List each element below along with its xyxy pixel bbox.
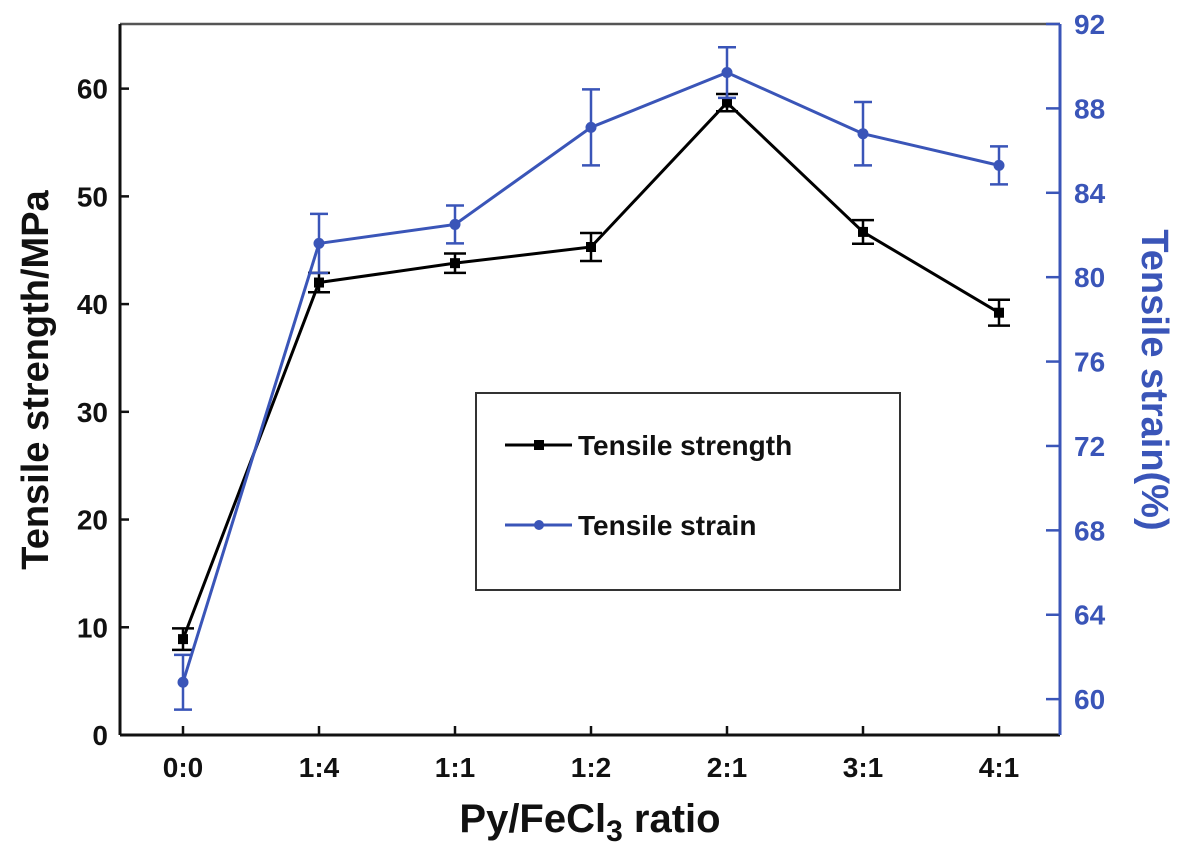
data-point: [993, 159, 1005, 171]
legend-box: [475, 392, 901, 591]
series-layer: [172, 45, 1010, 711]
x-axis-ticks: 0:0 1:4 1:1 1:2 2:1 3:1 4:1: [163, 726, 1019, 783]
legend-label-tensile-strength: Tensile strength: [578, 430, 792, 461]
data-point: [857, 128, 869, 140]
legend-marker: [534, 520, 544, 530]
x-axis-label: Py/FeCl3 ratio: [459, 797, 720, 848]
data-point: [178, 634, 188, 645]
right-tick-label: 92: [1074, 9, 1105, 40]
right-axis-ticks: 60 64 68 72 76 80 84 88 92: [1046, 9, 1106, 715]
data-point: [586, 241, 596, 252]
right-tick-label: 88: [1074, 93, 1105, 124]
data-point: [994, 307, 1004, 318]
left-tick-label: 60: [77, 74, 108, 105]
x-tick-label: 2:1: [707, 752, 747, 783]
data-point: [177, 676, 189, 688]
left-tick-label: 50: [77, 181, 108, 212]
left-tick-label: 40: [77, 289, 108, 320]
right-tick-label: 64: [1074, 600, 1106, 631]
right-tick-label: 84: [1074, 178, 1106, 209]
legend-label-tensile-strain: Tensile strain: [578, 510, 756, 541]
data-point: [858, 226, 868, 237]
right-tick-label: 72: [1074, 431, 1105, 462]
data-point: [314, 277, 324, 288]
left-tick-label: 10: [77, 612, 108, 643]
data-point: [313, 237, 325, 249]
x-tick-label: 1:4: [299, 752, 340, 783]
legend: Tensile strength Tensile strain: [475, 392, 901, 591]
left-axis-ticks: 0 10 20 30 40 50 60: [77, 74, 129, 751]
x-tick-label: 0:0: [163, 752, 203, 783]
right-tick-label: 60: [1074, 684, 1105, 715]
right-tick-label: 80: [1074, 262, 1105, 293]
left-tick-label: 30: [77, 397, 108, 428]
data-point: [585, 121, 597, 133]
right-tick-label: 76: [1074, 347, 1105, 378]
left-tick-label: 20: [77, 505, 108, 536]
x-tick-label: 1:1: [435, 752, 475, 783]
x-tick-label: 4:1: [979, 752, 1019, 783]
left-axis-label: Tensile strength/MPa: [15, 189, 57, 569]
x-tick-label: 3:1: [843, 752, 883, 783]
x-tick-label: 1:2: [571, 752, 611, 783]
series-tensile-strain: [174, 45, 1008, 711]
data-point: [721, 67, 733, 79]
data-point: [450, 258, 460, 269]
plot-frame: [118, 22, 1062, 737]
right-axis-label: Tensile strain(%): [1133, 229, 1175, 530]
data-point: [449, 218, 461, 230]
left-tick-label: 0: [92, 720, 108, 751]
right-tick-label: 68: [1074, 515, 1105, 546]
data-point: [722, 97, 732, 108]
legend-marker: [534, 440, 544, 450]
